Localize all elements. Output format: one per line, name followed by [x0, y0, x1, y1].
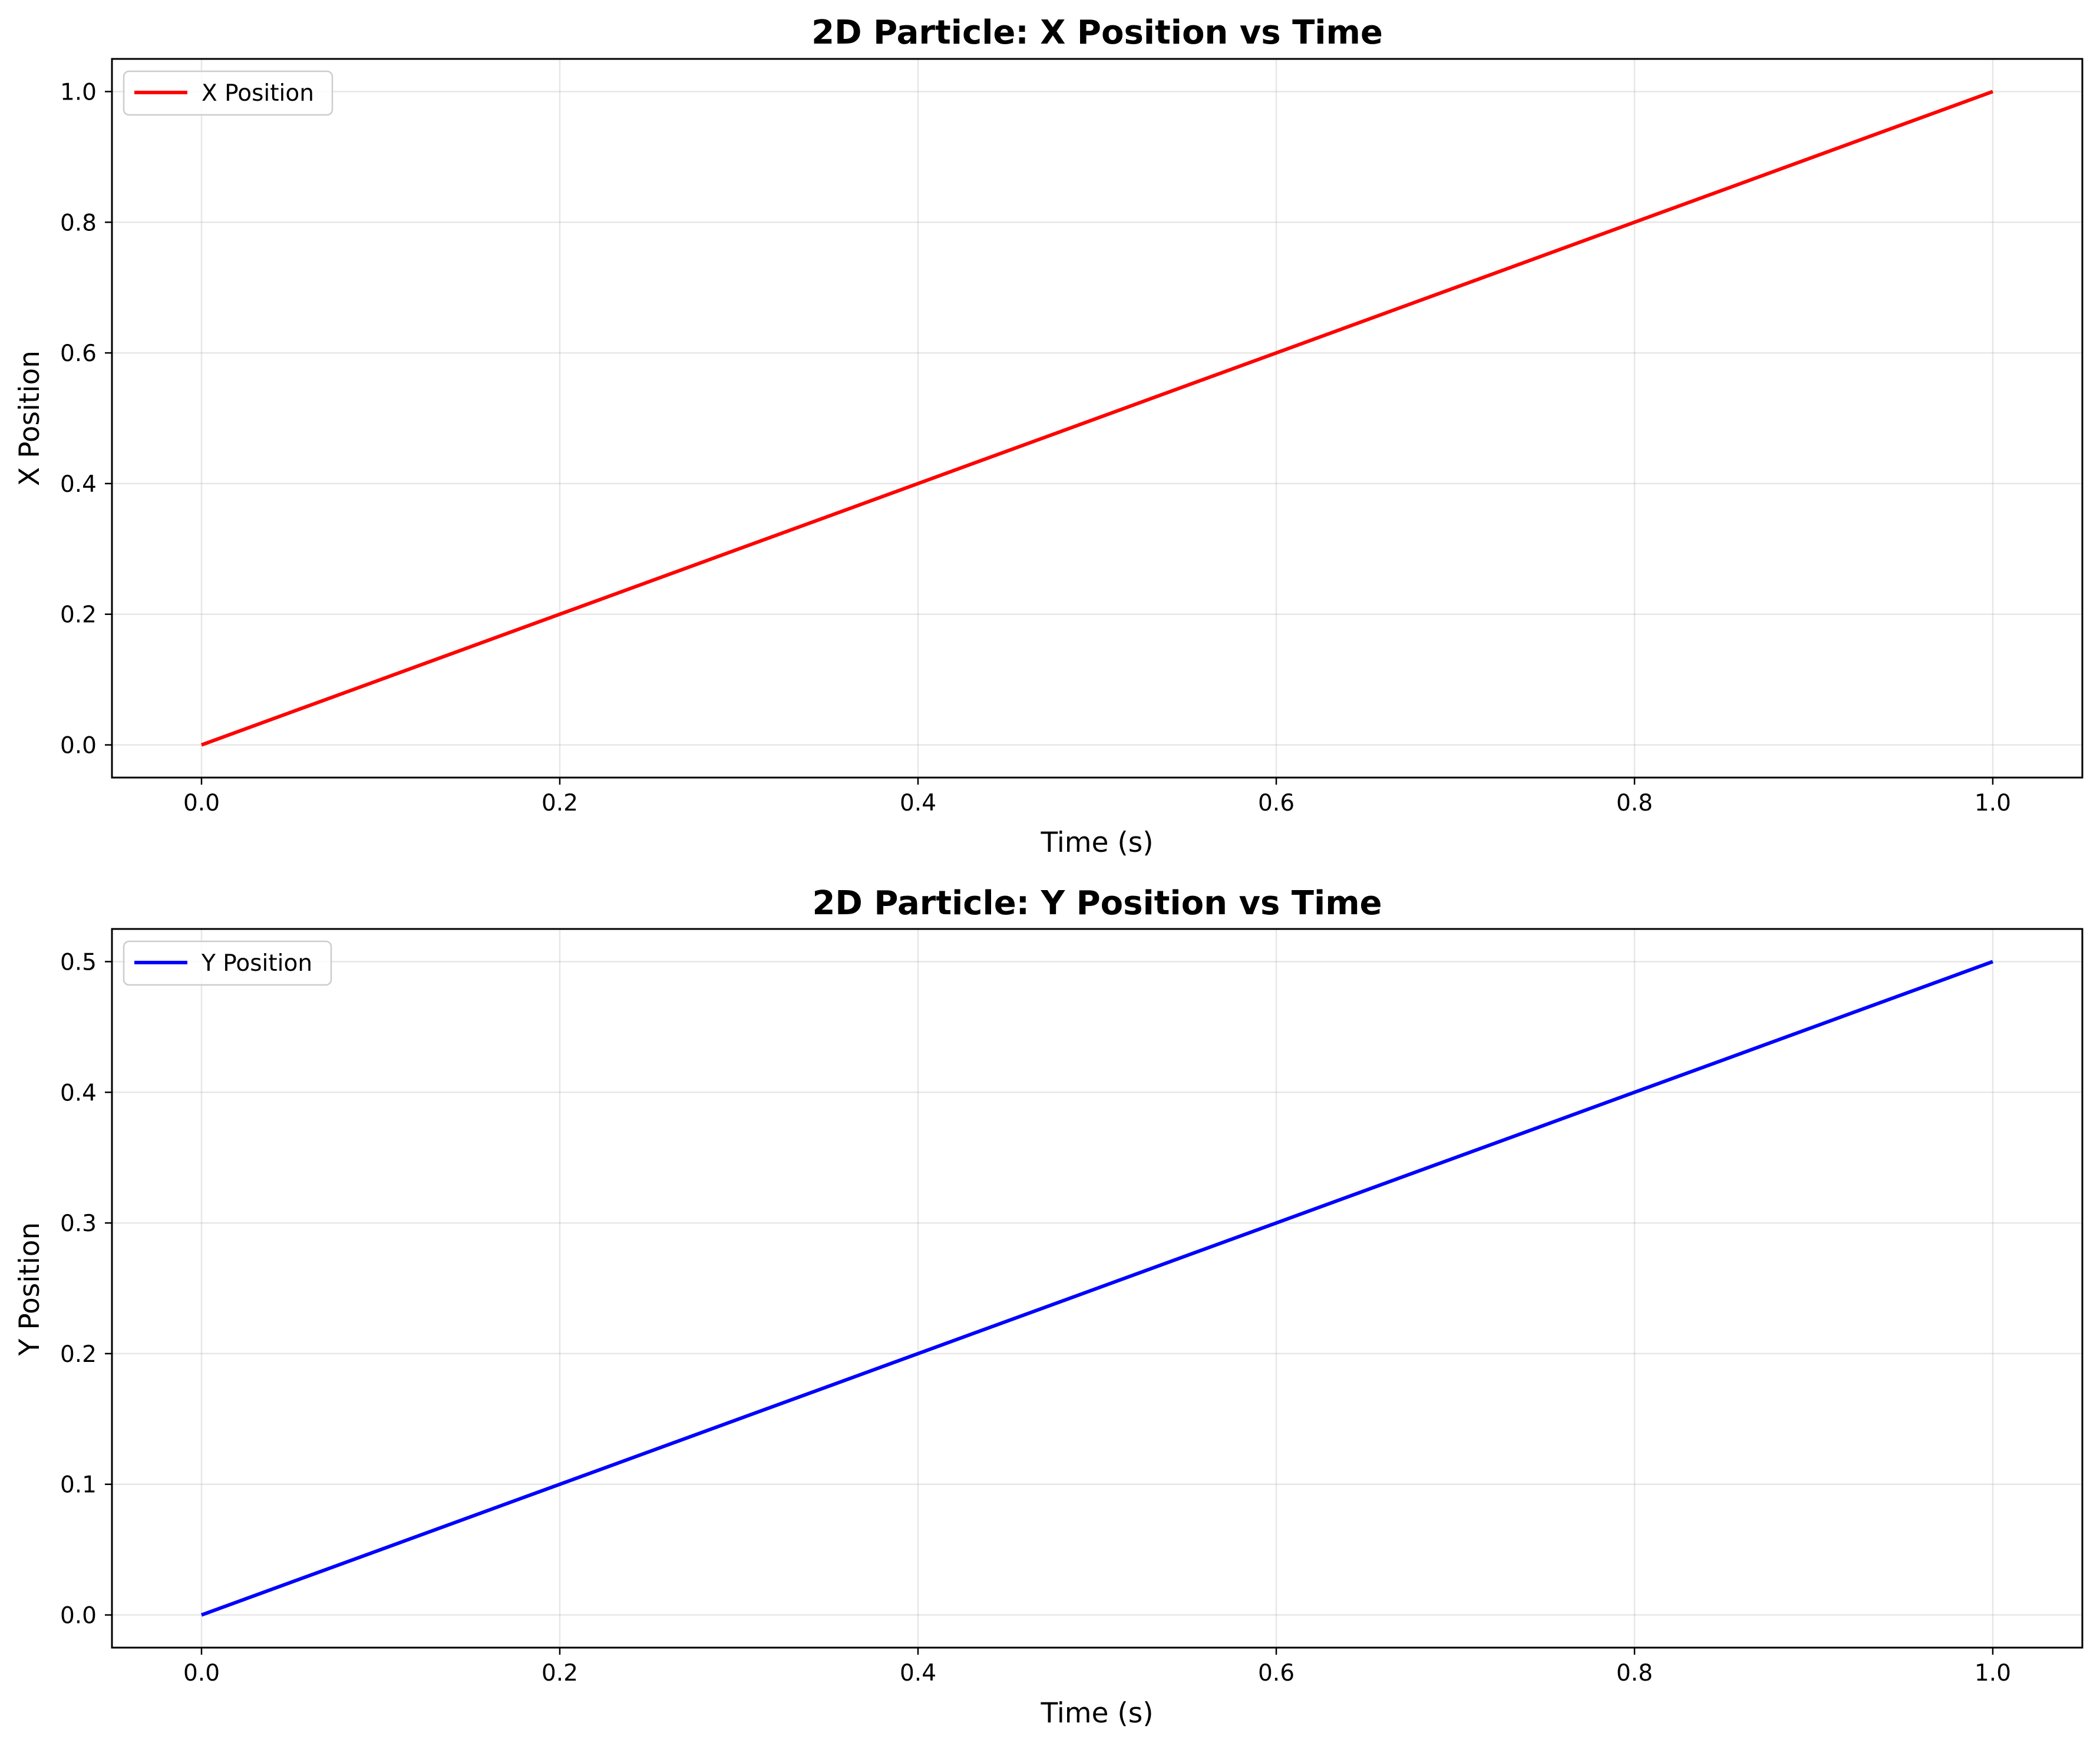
y-tick-label: 0.6: [60, 340, 97, 367]
legend: X Position: [123, 70, 334, 116]
chart-title: 2D Particle: Y Position vs Time: [812, 884, 1382, 922]
y-tick-label: 1.0: [60, 79, 97, 105]
x-axis-label: Time (s): [1040, 1697, 1153, 1730]
y-tick-label: 0.4: [60, 1080, 97, 1106]
y-tick-label: 0.3: [60, 1211, 97, 1237]
x-ticks: 0.0 0.2 0.4 0.6 0.8 1.0: [183, 778, 2011, 816]
y-ticks: 0.0 0.1 0.2 0.3 0.4 0.5: [60, 949, 112, 1629]
x-tick-label: 0.4: [900, 1660, 936, 1687]
x-tick-label: 1.0: [1974, 790, 2011, 816]
x-tick-label: 0.8: [1616, 790, 1653, 816]
y-tick-label: 0.2: [60, 1341, 97, 1368]
series-lines: [200, 90, 1994, 747]
x-tick-label: 0.2: [541, 790, 578, 816]
legend-box: [123, 940, 332, 986]
x-tick-label: 0.0: [183, 790, 220, 816]
gridlines: [112, 59, 2082, 778]
y-tick-label: 0.1: [60, 1472, 97, 1499]
x-tick-label: 0.8: [1616, 1660, 1653, 1687]
y-axis-label: Y Position: [14, 1222, 46, 1357]
y-ticks: 0.0 0.2 0.4 0.6 0.8 1.0: [60, 79, 112, 759]
x-axis-label: Time (s): [1040, 826, 1153, 859]
legend-box: [123, 70, 334, 116]
x-ticks: 0.0 0.2 0.4 0.6 0.8 1.0: [183, 1648, 2011, 1687]
x-tick-label: 0.2: [541, 1660, 578, 1687]
y-tick-label: 0.2: [60, 602, 97, 629]
y-tick-label: 0.4: [60, 471, 97, 498]
x-tick-label: 0.4: [900, 790, 936, 816]
legend: Y Position: [123, 940, 332, 986]
series-lines: [200, 960, 1994, 1617]
y-axis-label: X Position: [14, 350, 46, 486]
subplot-y-position: 2D Particle: Y Position vs Time 0.0 0.2 0.…: [14, 884, 2084, 1730]
y-tick-label: 0.0: [60, 1603, 97, 1629]
subplot-x-position: 2D Particle: X Position vs Time 0.0 0.2 0.…: [14, 14, 2084, 859]
x-tick-label: 0.0: [183, 1660, 220, 1687]
gridlines: [112, 929, 2082, 1648]
axes-frame: [111, 928, 2084, 1649]
axes-frame: [111, 58, 2084, 779]
y-tick-label: 0.8: [60, 210, 97, 236]
chart-title: 2D Particle: X Position vs Time: [811, 14, 1383, 52]
legend-label-y-position: Y Position: [201, 950, 312, 977]
x-tick-label: 0.6: [1258, 790, 1295, 816]
y-tick-label: 0.5: [60, 949, 97, 975]
x-tick-label: 1.0: [1974, 1660, 2011, 1687]
legend-label-x-position: X Position: [202, 80, 314, 107]
x-tick-label: 0.6: [1258, 1660, 1295, 1687]
series-line: [200, 90, 1994, 747]
y-tick-label: 0.0: [60, 733, 97, 759]
series-line: [200, 960, 1994, 1617]
